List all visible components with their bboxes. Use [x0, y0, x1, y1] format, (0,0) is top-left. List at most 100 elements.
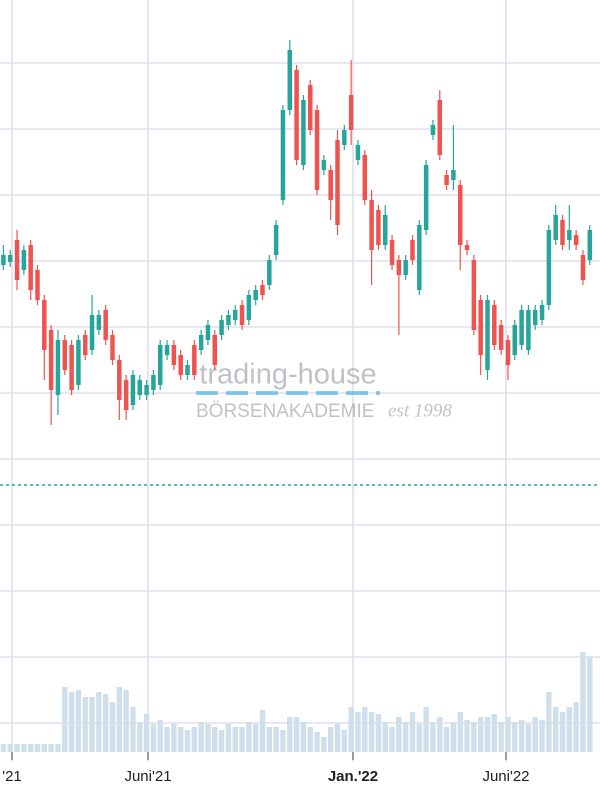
- candle-body: [471, 260, 477, 330]
- volume-bar: [191, 727, 198, 752]
- watermark-subtitle: BÖRSENAKADEMIE: [196, 401, 374, 422]
- candle-body: [103, 310, 108, 340]
- volume-bar: [27, 744, 34, 752]
- candle-body: [198, 335, 204, 350]
- x-tick-label: Juni'21: [124, 768, 171, 785]
- volume-pane: [0, 652, 593, 752]
- volume-bar: [307, 727, 313, 752]
- volume-bar: [68, 692, 75, 752]
- volume-bar: [416, 724, 423, 752]
- volume-bar: [341, 730, 348, 752]
- volume-bar: [246, 722, 252, 752]
- candle-body: [478, 300, 483, 355]
- volume-bar: [505, 717, 511, 752]
- volume-bar: [177, 727, 184, 752]
- candle-body: [532, 310, 538, 325]
- candle-body: [205, 325, 211, 340]
- candle-body: [42, 300, 47, 350]
- candle-body: [55, 340, 61, 395]
- candle-body: [185, 365, 190, 375]
- volume-bar: [484, 717, 491, 752]
- volume-bar: [7, 744, 13, 752]
- candle-body: [567, 230, 572, 240]
- volume-bar: [443, 727, 450, 752]
- candle-body: [464, 245, 470, 250]
- x-tick-label: '21: [2, 768, 22, 785]
- volume-bar: [184, 730, 191, 752]
- volume-bar: [559, 712, 566, 752]
- volume-bar: [116, 687, 123, 752]
- watermark-name: trading-house: [199, 359, 376, 391]
- volume-bar: [130, 707, 136, 752]
- candle-body: [28, 245, 33, 290]
- volume-bar: [498, 722, 504, 752]
- watermark-tagline: est 1998: [388, 400, 452, 421]
- candle-body: [157, 345, 163, 385]
- candle-body: [369, 200, 374, 250]
- candle-body: [226, 315, 231, 325]
- volume-bar: [525, 724, 532, 752]
- candle-body: [410, 240, 415, 260]
- volume-bar: [437, 717, 443, 752]
- candle-body: [35, 270, 40, 300]
- candle-body: [164, 345, 170, 355]
- volume-bar: [552, 707, 559, 752]
- volume-bar: [450, 722, 457, 752]
- volume-bar: [171, 724, 177, 752]
- volume-bar: [362, 707, 368, 752]
- volume-bar: [62, 687, 68, 752]
- volume-bar: [34, 744, 41, 752]
- candle-body: [560, 220, 565, 245]
- volume-bar: [423, 707, 429, 752]
- candle-body: [512, 325, 518, 355]
- candle-body: [355, 145, 361, 160]
- volume-bar: [382, 722, 388, 752]
- volume-bar: [157, 720, 163, 752]
- volume-bar: [491, 714, 498, 752]
- volume-bar: [225, 724, 232, 752]
- candle-body: [301, 100, 306, 165]
- candle-body: [335, 140, 340, 225]
- volume-bar: [273, 727, 279, 752]
- candle-body: [192, 345, 197, 375]
- volume-bar: [55, 744, 61, 752]
- volume-bar: [212, 727, 218, 752]
- candle-body: [82, 335, 88, 355]
- candle-body: [573, 235, 579, 245]
- candle-body: [280, 110, 286, 200]
- candle-body: [287, 50, 293, 110]
- candle-body: [328, 170, 333, 200]
- candle-body: [546, 230, 552, 305]
- candle-body: [110, 335, 115, 360]
- candle-body: [314, 110, 320, 190]
- volume-bar: [143, 714, 150, 752]
- candle-body: [376, 210, 381, 245]
- volume-bar: [218, 730, 225, 752]
- volume-bar: [102, 694, 109, 752]
- x-axis: '21 Juni'21 Jan.'22 Juni'22: [2, 752, 530, 785]
- volume-bar: [566, 707, 573, 752]
- volume-bar: [532, 717, 538, 752]
- candle-body: [362, 155, 368, 200]
- volume-bar: [109, 702, 116, 752]
- volume-bar: [21, 744, 27, 752]
- candle-body: [123, 380, 129, 410]
- candle-body: [498, 325, 504, 350]
- volume-bar: [471, 722, 477, 752]
- candle-body: [492, 305, 497, 345]
- candle-body: [253, 290, 258, 300]
- watermark: trading-house BÖRSENAKADEMIE est 1998: [196, 359, 452, 422]
- candle-body: [417, 225, 422, 290]
- volume-bar: [375, 714, 382, 752]
- candle-body: [212, 335, 218, 365]
- volume-bar: [150, 724, 157, 752]
- volume-bar: [430, 722, 436, 752]
- volume-bar: [123, 690, 129, 752]
- candle-body: [151, 375, 156, 390]
- volume-bar: [512, 722, 518, 752]
- volume-bar: [396, 717, 402, 752]
- candle-body: [342, 130, 347, 145]
- candle-body: [580, 255, 586, 280]
- candle-body: [137, 380, 143, 395]
- candle-body: [246, 295, 252, 320]
